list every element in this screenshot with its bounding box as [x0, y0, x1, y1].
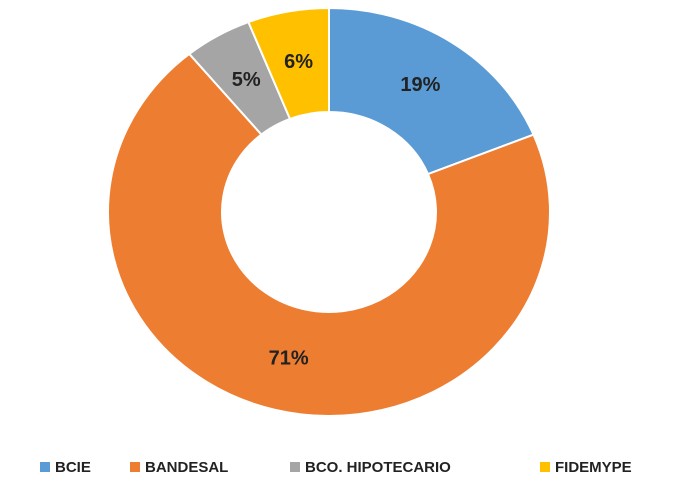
- legend-label: BCIE: [55, 459, 91, 476]
- legend-swatch: [130, 462, 140, 472]
- legend-swatch: [540, 462, 550, 472]
- value-label: 5%: [232, 69, 261, 91]
- donut-segment: [328, 6, 535, 176]
- legend-swatch: [290, 462, 300, 472]
- donut-segment: [107, 52, 551, 417]
- legend-label: BCO. HIPOTECARIO: [305, 459, 451, 476]
- legend-label: FIDEMYPE: [555, 459, 632, 476]
- value-label: 19%: [400, 74, 440, 96]
- legend-swatch: [40, 462, 50, 472]
- value-label: 71%: [269, 348, 309, 370]
- legend-label: BANDESAL: [145, 459, 228, 476]
- donut-segment: [247, 6, 330, 121]
- value-label: 6%: [284, 51, 313, 73]
